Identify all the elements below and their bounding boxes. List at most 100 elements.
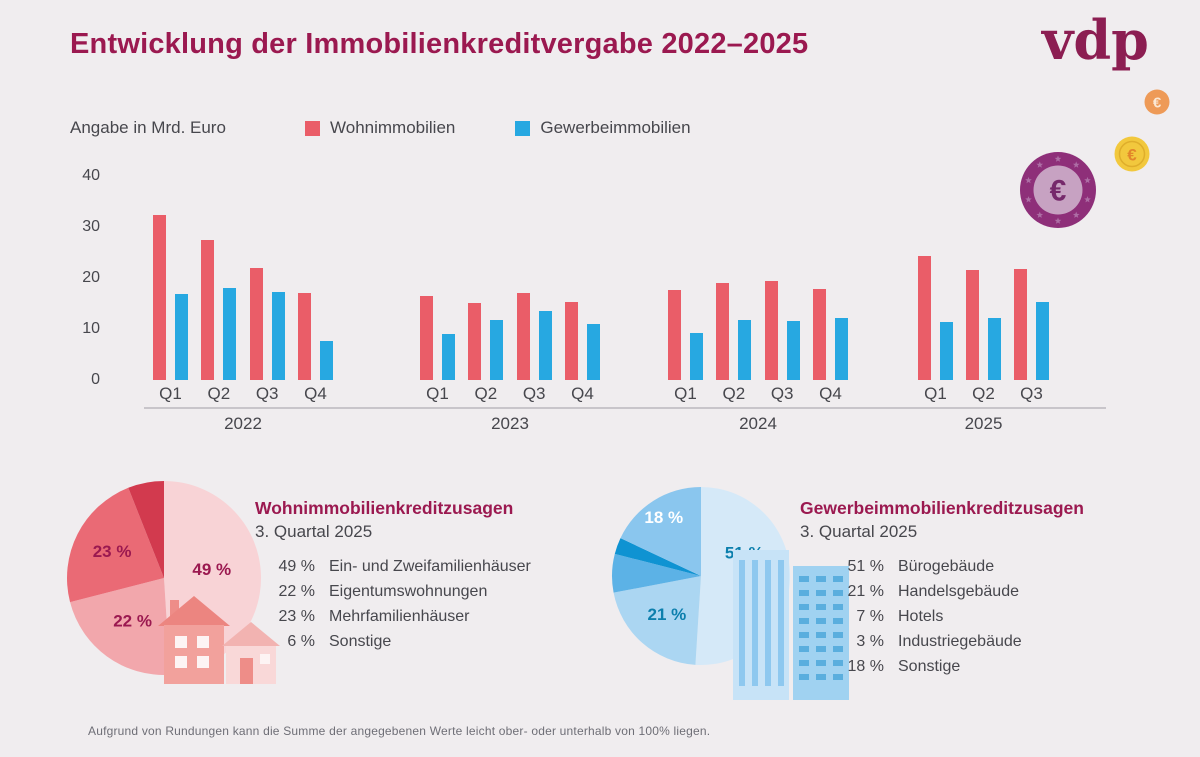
category-label: Handelsgebäude [898,583,1019,600]
pie-legend-row: 7 % Hotels [800,604,1160,629]
pie-title-wohnimmobilien: Wohnimmobilienkreditzusagen [255,498,514,518]
bar-pair-2024-Q4 [812,289,848,380]
wohnimmobilien-swatch-icon [305,120,320,136]
category-label: Sonstige [898,658,961,675]
quarter-label: Q3 [255,384,279,403]
legend-label-gewerbeimmobilien: Gewerbeimmobilien [540,118,691,137]
bar-wohnimmobilien-2022-Q4 [297,292,311,380]
gewerbeimmobilien-text-block: Gewerbeimmobilienkreditzusagen 3. Quarta… [800,497,1160,679]
bar-wohnimmobilien-2023-Q1 [420,295,433,380]
bar-gewerbeimmobilien-2022-Q1 [175,293,188,380]
bar-pair-2022-Q1 [153,214,188,380]
category-label: Ein- und Zweifamilienhäuser [329,558,531,575]
footnote: Aufgrund von Rundungen kann die Summe de… [88,724,711,738]
bar-pair-2023-Q4 [564,302,600,380]
wohnimmobilien-pie-slice-3 [128,481,164,578]
bar-gewerbeimmobilien-2025-Q3 [1036,302,1049,380]
bar-wohnimmobilien-2024-Q3 [764,281,778,380]
percent-value: 18 % [847,658,884,675]
bar-gewerbeimmobilien-2024-Q2 [738,319,752,380]
quarter-label: Q2 [474,384,498,403]
y-tick-0: 0 [91,371,100,388]
svg-text:€: € [1127,146,1137,165]
quarter-label: Q1 [426,384,449,403]
pie-legend-row: 21 % Handelsgebäude [800,579,1160,604]
bar-pair-2023-Q3 [516,293,552,380]
bar-pair-2022-Q3 [249,267,285,380]
pie-legend-row: 6 % Sonstige [255,629,615,654]
percent-value: 23 % [278,608,315,625]
pie-legend-gewerbeimmobilien: 51 % Bürogebäude 21 % Handelsgebäude 7 % Hote… [800,554,1160,679]
quarter-label: Q3 [770,384,794,403]
bar-gewerbeimmobilien-2022-Q3 [271,291,285,380]
quarter-label: Q2 [972,384,995,403]
svg-text:€: € [1153,95,1162,112]
percent-value: 49 % [278,558,315,575]
quarterly-bar-chart: 0 10 20 30 40 Q1 Q2 Q3 Q4 2022 Q1 Q2 Q3 Q4 2023 Q1 Q2 Q3… [70,160,1140,445]
category-label: Eigentumswohnungen [329,583,488,600]
bar-group-2024 [668,176,848,380]
gewerbeimmobilien-pie-slice-3 [614,538,701,576]
bar-wohnimmobilien-2022-Q2 [201,239,215,380]
bar-group-2022 [153,176,333,380]
quarter-label: Q4 [304,384,327,403]
year-label-2024: 2024 [739,414,777,433]
bar-gewerbeimmobilien-2025-Q2 [988,317,1001,380]
gewerbeimmobilien-pie-slice-4 [620,487,701,576]
quarter-label: Q2 [722,384,746,403]
house-icon [158,596,280,684]
quarter-labels-2023: Q1 Q2 Q3 Q4 [420,384,600,404]
percent-value: 6 % [287,633,315,650]
svg-text:€: € [1050,175,1067,208]
bar-pair-2025-Q3 [1014,268,1049,380]
quarter-labels-2022: Q1 Q2 Q3 Q4 [153,384,333,404]
pie-subtitle-wohnimmobilien: 3. Quartal 2025 [255,522,373,541]
bar-gewerbeimmobilien-2025-Q1 [940,321,953,380]
quarter-label: Q1 [924,384,947,403]
bar-pair-2025-Q1 [918,256,953,380]
bar-wohnimmobilien-2025-Q2 [966,269,979,380]
chart-legend: Angabe in Mrd. Euro Wohnimmobilien Gewer… [70,118,751,138]
bar-wohnimmobilien-2023-Q2 [468,303,482,380]
pie-legend-row: 49 % Ein- und Zweifamilienhäuser [255,554,615,579]
bar-gewerbeimmobilien-2023-Q1 [442,334,455,380]
bar-pair-2024-Q1 [668,290,703,380]
bar-gewerbeimmobilien-2023-Q4 [586,323,600,380]
bar-wohnimmobilien-2025-Q1 [918,256,931,380]
unit-label: Angabe in Mrd. Euro [70,118,226,137]
category-label: Mehrfamilienhäuser [329,608,470,625]
quarter-label: Q1 [674,384,697,403]
bar-group-2025 [918,176,1049,380]
quarter-label: Q1 [159,384,182,403]
wohnimmobilien-pie-slice-label-0: 49 % [192,560,231,579]
pie-legend-row: 3 % Industriegebäude [800,629,1160,654]
quarter-labels-2025: Q1 Q2 Q3 [918,384,1049,404]
y-tick-40: 40 [82,167,100,184]
year-label-2023: 2023 [491,414,529,433]
pie-legend-row: 51 % Bürogebäude [800,554,1160,579]
quarter-labels-2024: Q1 Q2 Q3 Q4 [668,384,848,404]
bar-wohnimmobilien-2023-Q4 [564,302,578,380]
quarter-label: Q4 [819,384,842,403]
bar-pair-2024-Q3 [764,281,800,380]
gewerbeimmobilien-swatch-icon [515,120,531,136]
bar-gewerbeimmobilien-2022-Q4 [319,341,333,380]
x-axis-line [144,407,1106,409]
bar-pair-2022-Q2 [201,239,237,380]
bar-group-2023 [420,176,600,380]
wohnimmobilien-pie-slice-1 [70,578,171,676]
bar-gewerbeimmobilien-2023-Q3 [538,311,552,380]
bar-wohnimmobilien-2022-Q1 [153,214,166,380]
pie-legend-row: 22 % Eigentumswohnungen [255,579,615,604]
legend-item-gewerbeimmobilien: Gewerbeimmobilien [515,118,691,138]
wohnimmobilien-pie-slice-label-2: 23 % [93,542,132,561]
year-label-2025: 2025 [964,414,1003,433]
bar-wohnimmobilien-2024-Q4 [812,289,826,380]
legend-label-wohnimmobilien: Wohnimmobilien [330,118,456,137]
gewerbeimmobilien-pie-slice-1 [613,576,701,665]
quarter-label: Q3 [1020,384,1043,403]
bar-gewerbeimmobilien-2024-Q4 [834,317,848,380]
bar-pair-2024-Q2 [716,283,752,380]
category-label: Bürogebäude [898,558,995,575]
bar-pair-2025-Q2 [966,269,1001,380]
